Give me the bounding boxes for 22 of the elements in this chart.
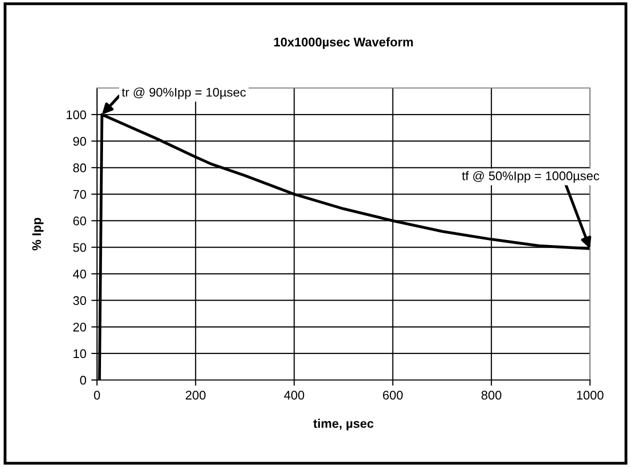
y-tick-label: 100 — [66, 110, 86, 120]
y-tick-label: 90 — [73, 136, 86, 146]
y-tick-label: 70 — [73, 190, 86, 199]
y-tick-label: 80 — [73, 163, 86, 172]
x-tick-label: 800 — [482, 390, 502, 400]
annotation: tf @ 50%Ipp = 1000µsec — [462, 171, 600, 183]
x-tick-label: 0 — [94, 390, 100, 400]
y-tick-label: 20 — [73, 322, 86, 332]
chart-title: 10x1000µsec Waveform — [274, 37, 413, 49]
y-tick-label: 40 — [72, 270, 86, 278]
x-tick-label: 600 — [383, 390, 403, 400]
y-axis-title: % Ipp — [32, 218, 44, 250]
x-tick-label: 400 — [284, 390, 304, 400]
y-tick-label: 30 — [73, 296, 86, 306]
y-tick-label: 50 — [73, 243, 86, 252]
x-tick-label: 200 — [186, 390, 206, 400]
y-tick-label: 60 — [73, 216, 86, 226]
y-tick-label: 0 — [80, 376, 86, 385]
annotation: tr @ 90%Ipp = 10µsec — [122, 87, 246, 100]
x-tick-label: 1000 — [577, 390, 604, 400]
y-tick-label: 10 — [74, 349, 86, 358]
x-axis-title: time, µsec — [313, 418, 374, 430]
